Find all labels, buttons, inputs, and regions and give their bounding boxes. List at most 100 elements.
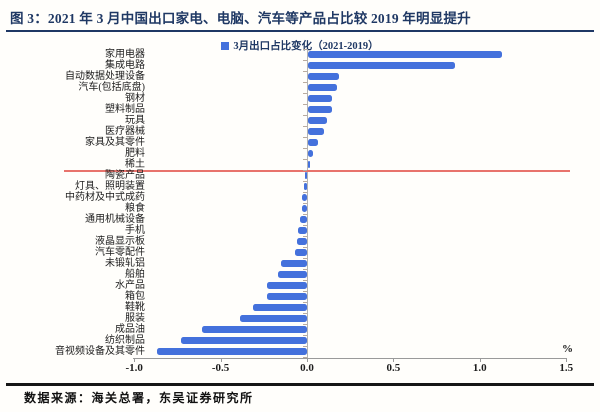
legend-swatch-icon	[221, 41, 230, 50]
bar-肥料	[308, 150, 314, 157]
category-axis-tick	[303, 126, 307, 127]
bar-钢材	[308, 95, 333, 102]
category-axis-tick	[303, 214, 307, 215]
bar-汽车(包括底盘)	[308, 84, 338, 91]
bar-鞋靴	[253, 304, 307, 311]
category-label: 未锻轧铝	[105, 258, 145, 269]
x-axis-tick-label: 1.0	[472, 362, 487, 374]
title-divider	[6, 30, 594, 32]
category-axis-tick	[303, 225, 307, 226]
category-axis-tick	[303, 71, 307, 72]
data-source-note: 数据来源：海关总署，东吴证券研究所	[24, 391, 254, 405]
category-axis-tick	[303, 236, 307, 237]
x-axis-tick	[479, 358, 481, 362]
category-label: 液晶显示板	[95, 236, 145, 247]
category-axis-tick	[303, 269, 307, 270]
chart-legend: 3月出口占比变化（2021-2019）	[0, 38, 600, 53]
category-axis-tick	[303, 203, 307, 204]
category-label: 粮食	[125, 203, 145, 214]
x-axis-line	[133, 358, 567, 359]
category-axis-tick	[303, 137, 307, 138]
category-label: 鞋靴	[125, 302, 145, 313]
category-label: 自动数据处理设备	[65, 71, 145, 82]
category-axis-tick	[303, 357, 307, 358]
bar-医疗器械	[308, 128, 324, 135]
bar-玩具	[308, 117, 327, 124]
x-axis-tick-label: 1.5	[559, 362, 574, 374]
x-axis-tick-label: -0.5	[211, 362, 230, 374]
bar-服装	[239, 315, 307, 322]
category-axis-tick	[303, 346, 307, 347]
bar-中药材及中式成药	[301, 194, 307, 201]
category-axis-tick	[303, 291, 307, 292]
category-axis-tick	[303, 302, 307, 303]
bar-水产品	[267, 282, 307, 289]
category-label: 钢材	[125, 93, 145, 104]
category-label: 医疗器械	[105, 126, 145, 137]
category-label: 塑料制品	[105, 104, 145, 115]
category-axis-tick	[303, 60, 307, 61]
x-axis-unit-label: %	[562, 343, 573, 355]
bar-纺织制品	[180, 337, 307, 344]
bar-手机	[298, 227, 307, 234]
category-label: 通用机械设备	[85, 214, 145, 225]
category-axis-tick	[303, 258, 307, 259]
category-label: 家具及其零件	[85, 137, 145, 148]
category-label: 音视频设备及其零件	[55, 346, 145, 357]
category-label: 中药材及中式成药	[65, 192, 145, 203]
category-label: 服装	[125, 313, 145, 324]
x-axis-tick	[134, 358, 136, 362]
figure-title: 图 3：2021 年 3 月中国出口家电、电脑、汽车等产品占比较 2019 年明…	[10, 11, 471, 26]
category-axis-tick	[303, 170, 307, 171]
bar-自动数据处理设备	[308, 73, 340, 80]
x-axis-tick	[393, 358, 395, 362]
x-axis-tick-label: -1.0	[125, 362, 143, 374]
category-label: 水产品	[115, 280, 145, 291]
category-label: 集成电路	[105, 60, 145, 71]
legend-label: 3月出口占比变化（2021-2019）	[233, 41, 379, 52]
category-label: 成品油	[115, 324, 145, 335]
bar-粮食	[301, 205, 307, 212]
bar-成品油	[201, 326, 307, 333]
category-label: 船舶	[125, 269, 145, 280]
category-label: 手机	[125, 225, 145, 236]
category-axis-tick	[303, 115, 307, 116]
category-axis-tick	[303, 313, 307, 314]
category-axis-tick	[303, 181, 307, 182]
category-label: 家用电器	[105, 49, 145, 60]
x-axis-tick-label: 0.5	[386, 362, 401, 374]
category-label: 稀土	[125, 159, 145, 170]
bar-通用机械设备	[300, 216, 307, 223]
bar-陶瓷产品	[305, 172, 307, 179]
category-axis-tick	[303, 324, 307, 325]
category-label: 玩具	[125, 115, 145, 126]
bar-家用电器	[308, 51, 502, 58]
category-label: 汽车零配件	[95, 247, 145, 258]
x-axis-tick	[566, 358, 568, 362]
bar-家具及其零件	[308, 139, 319, 146]
bar-灯具、照明装置	[303, 183, 307, 190]
bar-稀土	[308, 161, 310, 168]
x-axis-tick	[307, 358, 308, 362]
bar-未锻轧铝	[281, 260, 307, 267]
bar-船舶	[277, 271, 307, 278]
footer-divider	[6, 383, 594, 386]
bar-液晶显示板	[296, 238, 307, 245]
bar-集成电路	[308, 62, 455, 69]
category-label: 肥料	[125, 148, 145, 159]
x-axis-tick	[220, 358, 222, 362]
category-axis-tick	[303, 335, 307, 336]
category-axis-tick	[303, 280, 307, 281]
category-label: 汽车(包括底盘)	[78, 82, 145, 93]
category-axis-tick	[303, 192, 307, 193]
bar-音视频设备及其零件	[156, 348, 307, 355]
category-label: 箱包	[125, 291, 145, 302]
rare-earth-annotation-line	[64, 170, 570, 172]
x-axis-tick-label: 0.0	[300, 362, 314, 374]
bar-塑料制品	[308, 106, 333, 113]
category-axis-tick	[303, 148, 307, 149]
category-label: 灯具、照明装置	[75, 181, 145, 192]
category-axis-tick	[303, 49, 307, 50]
